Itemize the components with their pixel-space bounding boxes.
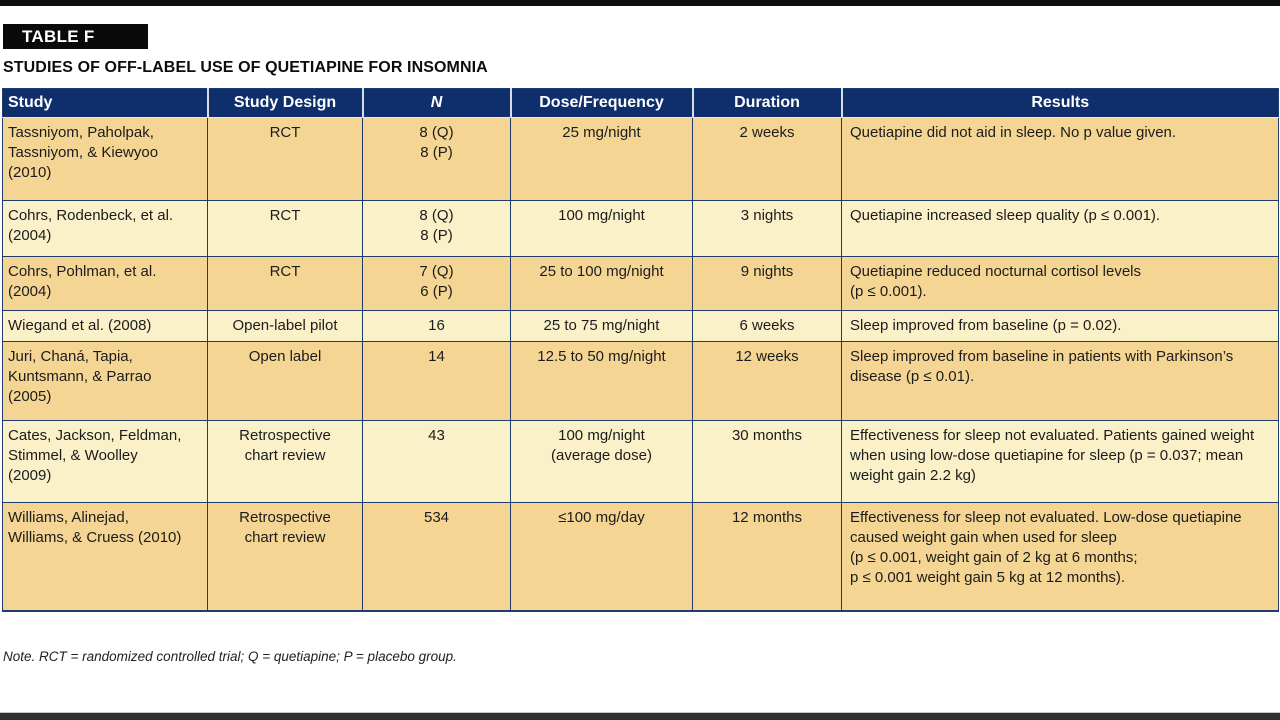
- cell-dose: 100 mg/night (average dose): [510, 420, 693, 503]
- cell-design: RCT: [207, 256, 363, 311]
- cell-duration: 9 nights: [692, 256, 842, 311]
- cell-n: 8 (Q) 8 (P): [362, 200, 511, 257]
- cell-study: Tassniyom, Paholpak, Tassniyom, & Kiewyo…: [2, 117, 208, 201]
- cell-dose: ≤100 mg/day: [510, 502, 693, 611]
- cell-study: Wiegand et al. (2008): [2, 310, 208, 342]
- table-body: Tassniyom, Paholpak, Tassniyom, & Kiewyo…: [2, 117, 1279, 611]
- cell-study: Williams, Alinejad, Williams, & Cruess (…: [2, 502, 208, 611]
- column-header-results: Results: [840, 88, 1279, 118]
- cell-design: Retrospective chart review: [207, 502, 363, 611]
- cell-n: 14: [362, 341, 511, 421]
- cell-study: Cohrs, Pohlman, et al. (2004): [2, 256, 208, 311]
- letterbox-top-bar: [0, 0, 1280, 6]
- cell-design: Open-label pilot: [207, 310, 363, 342]
- cell-dose: 12.5 to 50 mg/night: [510, 341, 693, 421]
- cell-design: Retrospective chart review: [207, 420, 363, 503]
- page-title: STUDIES OF OFF-LABEL USE OF QUETIAPINE F…: [3, 59, 488, 76]
- cell-results: Effectiveness for sleep not evaluated. L…: [841, 502, 1279, 611]
- table-header-row: Study Study Design N Dose/Frequency Dura…: [2, 88, 1279, 118]
- cell-duration: 12 weeks: [692, 341, 842, 421]
- table-row: Cohrs, Rodenbeck, et al. (2004) RCT 8 (Q) …: [2, 200, 1279, 257]
- column-header-study-design: Study Design: [206, 88, 363, 118]
- column-header-dose-frequency: Dose/Frequency: [509, 88, 693, 118]
- table-row: Cohrs, Pohlman, et al. (2004) RCT 7 (Q) 6 …: [2, 256, 1279, 311]
- cell-n: 534: [362, 502, 511, 611]
- cell-design: Open label: [207, 341, 363, 421]
- cell-duration: 6 weeks: [692, 310, 842, 342]
- cell-results: Quetiapine reduced nocturnal cortisol le…: [841, 256, 1279, 311]
- cell-dose: 25 to 100 mg/night: [510, 256, 693, 311]
- cell-results: Quetiapine increased sleep quality (p ≤ …: [841, 200, 1279, 257]
- cell-results: Effectiveness for sleep not evaluated. P…: [841, 420, 1279, 503]
- table-row: Juri, Chaná, Tapia, Kuntsmann, & Parrao …: [2, 341, 1279, 421]
- cell-n: 8 (Q) 8 (P): [362, 117, 511, 201]
- cell-design: RCT: [207, 117, 363, 201]
- table-row: Tassniyom, Paholpak, Tassniyom, & Kiewyo…: [2, 117, 1279, 201]
- cell-results: Quetiapine did not aid in sleep. No p va…: [841, 117, 1279, 201]
- cell-dose: 100 mg/night: [510, 200, 693, 257]
- cell-duration: 2 weeks: [692, 117, 842, 201]
- letterbox-bottom-bar: [0, 712, 1280, 720]
- column-header-n: N: [361, 88, 511, 118]
- cell-n: 43: [362, 420, 511, 503]
- cell-n: 16: [362, 310, 511, 342]
- cell-duration: 12 months: [692, 502, 842, 611]
- cell-results: Sleep improved from baseline in patients…: [841, 341, 1279, 421]
- column-header-duration: Duration: [691, 88, 842, 118]
- column-header-study: Study: [2, 88, 208, 118]
- table-row: Cates, Jackson, Feldman, Stimmel, & Wool…: [2, 420, 1279, 503]
- cell-study: Cohrs, Rodenbeck, et al. (2004): [2, 200, 208, 257]
- cell-duration: 3 nights: [692, 200, 842, 257]
- cell-n: 7 (Q) 6 (P): [362, 256, 511, 311]
- cell-study: Cates, Jackson, Feldman, Stimmel, & Wool…: [2, 420, 208, 503]
- studies-table: Study Study Design N Dose/Frequency Dura…: [2, 88, 1279, 612]
- cell-results: Sleep improved from baseline (p = 0.02).: [841, 310, 1279, 342]
- table-tag-label: TABLE F: [3, 24, 148, 49]
- cell-duration: 30 months: [692, 420, 842, 503]
- table-row: Williams, Alinejad, Williams, & Cruess (…: [2, 502, 1279, 611]
- cell-study: Juri, Chaná, Tapia, Kuntsmann, & Parrao …: [2, 341, 208, 421]
- table-row: Wiegand et al. (2008) Open-label pilot 16 2…: [2, 310, 1279, 342]
- table-footnote: Note. RCT = randomized controlled trial;…: [3, 649, 457, 664]
- cell-dose: 25 mg/night: [510, 117, 693, 201]
- cell-design: RCT: [207, 200, 363, 257]
- cell-dose: 25 to 75 mg/night: [510, 310, 693, 342]
